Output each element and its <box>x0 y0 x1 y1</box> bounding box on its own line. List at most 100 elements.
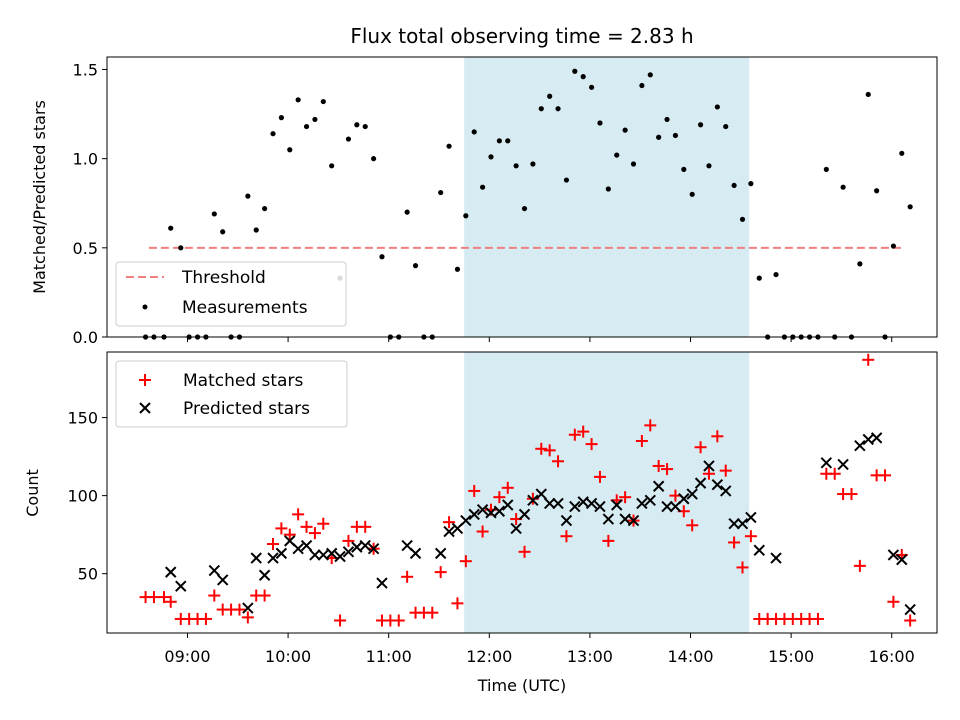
predicted-star-point <box>594 500 606 513</box>
measurement-point <box>463 213 469 219</box>
matched-star-point <box>275 522 288 535</box>
predicted-star-point <box>309 549 321 561</box>
matched-star-point <box>719 464 732 477</box>
matched-star-point <box>342 534 355 547</box>
predicted-star-point <box>468 508 480 521</box>
top-y-axis-label: Matched/Predicted stars <box>30 100 49 294</box>
predicted-star-point <box>820 457 833 469</box>
measurement-point <box>446 143 452 149</box>
measurement-point <box>329 163 335 169</box>
measurement-point <box>739 216 746 222</box>
measurement-point <box>681 166 687 172</box>
measurement-point <box>664 116 670 123</box>
legend-matched-label: Matched stars <box>183 371 303 391</box>
measurement-point <box>270 131 276 137</box>
matched-star-point <box>593 470 606 483</box>
matched-star-point <box>334 614 347 627</box>
measurement-point <box>371 156 377 162</box>
matched-star-point <box>292 508 305 521</box>
measurement-point <box>723 123 729 130</box>
predicted-star-point <box>904 603 916 616</box>
matched-star-point <box>853 559 866 572</box>
measurement-point <box>706 163 712 169</box>
observing-window-shade-bottom <box>464 352 750 633</box>
measurement-point <box>438 189 444 196</box>
top-legend-box <box>115 261 347 327</box>
legend-predicted-swatch <box>139 402 151 414</box>
matched-star-point <box>694 441 707 454</box>
top-plot-frame <box>106 56 938 338</box>
matched-star-point <box>434 566 447 579</box>
matched-star-point <box>652 459 665 472</box>
measurement-point <box>840 184 846 190</box>
predicted-star-point <box>703 460 715 472</box>
predicted-star-point <box>694 477 707 489</box>
matched-star-point <box>635 434 648 447</box>
matched-star-point <box>661 463 674 476</box>
measurement-point <box>211 211 217 217</box>
measurement-point <box>496 138 502 144</box>
measurement-point <box>697 122 704 128</box>
matched-star-point <box>476 525 489 538</box>
predicted-star-point <box>837 458 849 471</box>
measurement-point <box>521 205 528 212</box>
predicted-star-point <box>770 552 782 564</box>
predicted-star-point <box>686 488 698 500</box>
x-axis-label: Time (UTC) <box>477 676 566 695</box>
predicted-star-point <box>560 514 573 527</box>
predicted-star-point <box>896 553 908 566</box>
matched-star-point <box>602 534 615 547</box>
measurement-point <box>731 182 737 189</box>
measurement-point <box>168 225 174 231</box>
predicted-star-point <box>870 432 883 444</box>
measurement-point <box>479 184 486 190</box>
predicted-star-point <box>627 514 640 527</box>
measurement-point <box>538 106 544 112</box>
matched-star-point <box>535 442 548 455</box>
bottom-legend: Matched stars Predicted stars <box>115 360 348 428</box>
measurement-point <box>379 254 385 260</box>
measurement-point <box>672 132 679 139</box>
matched-star-point <box>308 527 321 540</box>
x-tick-label: 13:00 <box>567 647 613 666</box>
x-tick-label: 10:00 <box>265 647 311 666</box>
predicted-star-point <box>711 478 724 491</box>
predicted-star-point <box>267 552 279 564</box>
predicted-star-point <box>258 569 271 581</box>
measurement-point <box>530 161 536 167</box>
measurement-point <box>597 120 603 126</box>
measurement-point <box>404 209 410 215</box>
measurement-point <box>354 122 360 128</box>
measurement-point <box>555 106 561 112</box>
legend-measurements-label: Measurements <box>182 298 308 318</box>
predicted-star-point <box>409 547 422 560</box>
top-y-tick-label: 1.0 <box>73 150 98 169</box>
predicted-star-point <box>736 518 749 530</box>
matched-star-point <box>267 538 279 551</box>
predicted-star-point <box>359 539 371 552</box>
measurement-point <box>505 138 511 144</box>
matched-star-point <box>300 520 313 533</box>
measurement-point <box>488 154 494 160</box>
bottom-y-tick-label: 50 <box>78 565 98 584</box>
predicted-star-point <box>527 494 539 507</box>
predicted-star-point <box>611 499 623 511</box>
matched-star-point <box>199 612 212 625</box>
measurement-point <box>253 227 259 233</box>
measurement-point <box>714 104 720 110</box>
measurement-point <box>412 263 419 269</box>
predicted-star-point <box>208 564 221 577</box>
measurement-point <box>312 116 318 123</box>
predicted-star-point <box>275 547 288 560</box>
measurement-point <box>874 188 880 194</box>
measurement-point <box>647 72 653 78</box>
bottom-y-axis-label: Count <box>23 469 42 517</box>
measurement-point <box>639 82 645 89</box>
predicted-star-point <box>602 513 615 525</box>
measurement-point <box>656 134 662 140</box>
measurement-point <box>262 205 268 212</box>
matched-star-point <box>401 570 414 583</box>
predicted-star-point <box>661 500 673 513</box>
measurement-point <box>899 150 905 156</box>
predicted-star-point <box>569 500 581 513</box>
